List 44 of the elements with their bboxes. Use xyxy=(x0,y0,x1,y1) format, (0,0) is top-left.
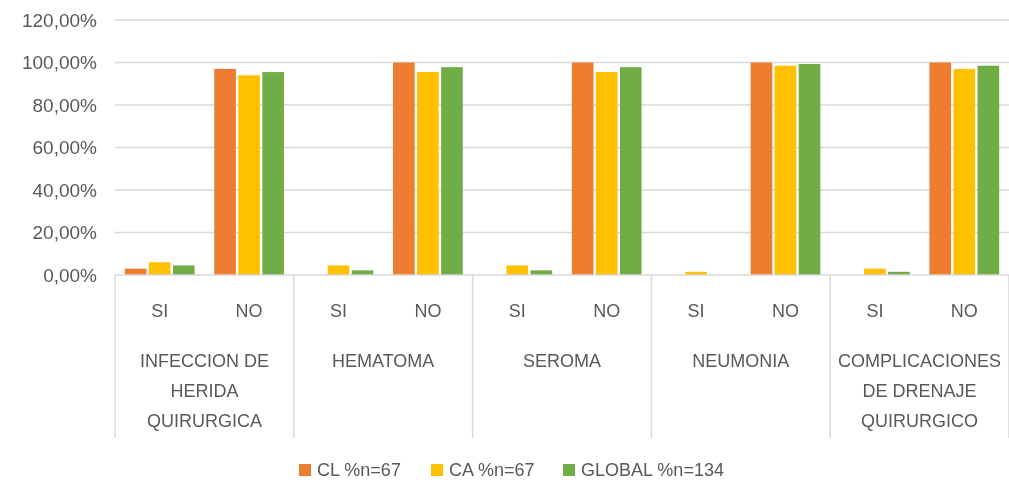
bar xyxy=(172,265,195,275)
x-tick-label: SI xyxy=(866,301,884,321)
bar xyxy=(953,68,976,275)
legend-label: CL %n=67 xyxy=(317,460,401,480)
legend-label: CA %n=67 xyxy=(449,460,535,480)
x-tick-label: NO xyxy=(950,301,978,321)
bar xyxy=(619,67,642,275)
bar xyxy=(327,265,350,275)
bar xyxy=(214,68,236,275)
text: NEUMONIA xyxy=(692,351,790,371)
x-tick-label: SI xyxy=(508,301,526,321)
bar xyxy=(393,62,415,275)
bar xyxy=(774,65,797,275)
x-tick-label: NO xyxy=(593,301,621,321)
bar xyxy=(977,65,1000,275)
bar xyxy=(417,72,439,275)
legend-label: GLOBAL %n=134 xyxy=(581,460,724,480)
bar xyxy=(750,62,773,275)
bar xyxy=(262,72,284,275)
text: SEROMA xyxy=(522,351,602,371)
x-tick-label: NO xyxy=(414,301,442,321)
x-tick-label: SI xyxy=(329,301,348,321)
y-tick-label: 60,00% xyxy=(32,137,98,159)
bar xyxy=(798,63,821,275)
y-tick-label: 120,00% xyxy=(21,9,98,31)
y-tick-label: 40,00% xyxy=(32,179,98,201)
bar xyxy=(595,72,618,275)
bar xyxy=(238,75,260,275)
y-tick-label: 80,00% xyxy=(32,94,98,116)
x-tick-label: SI xyxy=(687,301,705,321)
y-tick-label: 0,00% xyxy=(43,264,98,286)
text: HEMATOMA xyxy=(332,351,435,371)
x-tick-label: NO xyxy=(772,301,799,321)
y-tick-label: 20,00% xyxy=(32,222,98,244)
text: INFECCION DE HERIDA QUIRURGICA xyxy=(139,351,269,431)
bar xyxy=(506,265,529,275)
x-tick-label: NO xyxy=(235,301,263,321)
bar xyxy=(148,262,171,275)
text: COMPLICACIONES DE DRENAJE QUIRURGICO xyxy=(838,351,1002,431)
bar xyxy=(929,62,952,275)
x-tick-label: SI xyxy=(151,301,169,321)
bar xyxy=(441,67,463,275)
bar xyxy=(571,62,594,275)
y-tick-label: 100,00% xyxy=(21,52,98,74)
